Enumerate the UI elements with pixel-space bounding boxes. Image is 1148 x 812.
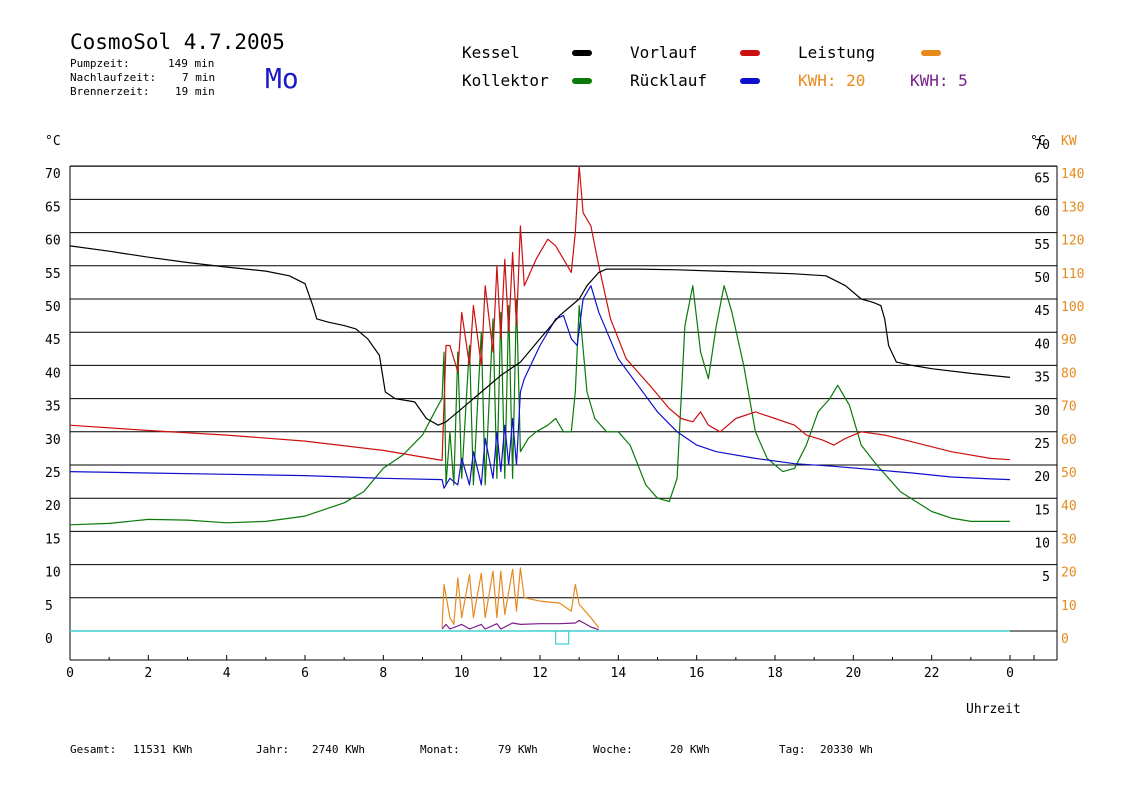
x-tick-label: 2: [144, 666, 152, 681]
y-tick-label-left: 55: [45, 267, 61, 282]
y-tick-label-left: 40: [45, 366, 61, 381]
footer-jahr-value: 2740 KWh: [312, 743, 365, 756]
legend-vorlauf-swatch: [740, 50, 760, 56]
x-tick-label: 20: [846, 666, 862, 681]
y-tick-label-right-kw: 40: [1061, 499, 1077, 514]
right-unit-c-label: °C: [1030, 134, 1046, 149]
y-tick-label-right-c: 15: [1034, 503, 1050, 518]
baseline-marker: [555, 630, 570, 645]
y-tick-label-right-c: 60: [1034, 205, 1050, 220]
y-tick-label-right-kw: 140: [1061, 167, 1084, 182]
y-tick-label-right-kw: 120: [1061, 234, 1084, 249]
y-tick-label-left: 70: [45, 167, 61, 182]
footer-tag-value: 20330 Wh: [820, 743, 873, 756]
stat-brennerzeit-label: Brennerzeit:: [70, 85, 150, 98]
legend-kollektor-label: Kollektor: [462, 71, 549, 90]
y-tick-label-right-c: 70: [1034, 138, 1050, 153]
y-tick-label-left: 35: [45, 400, 61, 415]
y-tick-label-right-c: 10: [1034, 537, 1050, 552]
y-tick-label-left: 5: [45, 599, 53, 614]
x-tick-label: 10: [454, 666, 470, 681]
legend-leistung-label: Leistung: [798, 43, 876, 62]
x-tick-label: 6: [301, 666, 309, 681]
y-tick-label-right-kw: 110: [1061, 267, 1084, 282]
x-tick-label: 0: [66, 666, 74, 681]
y-tick-label-right-kw: 90: [1061, 333, 1077, 348]
footer-tag-label: Tag:: [779, 743, 806, 756]
legend-ruecklauf-label: Rücklauf: [630, 71, 708, 90]
weekday-label: Mo: [265, 62, 299, 95]
x-tick-label: 18: [767, 666, 783, 681]
y-tick-label-right-kw: 0: [1061, 632, 1069, 647]
footer-woche-label: Woche:: [593, 743, 633, 756]
x-tick-label: 0: [1006, 666, 1014, 681]
y-tick-label-right-c: 20: [1034, 470, 1050, 485]
y-tick-label-left: 50: [45, 300, 61, 315]
legend-kwh-second: KWH: 5: [910, 71, 968, 90]
y-tick-label-right-c: 5: [1042, 570, 1050, 585]
y-tick-label-left: 45: [45, 333, 61, 348]
footer-gesamt-value: 11531 KWh: [133, 743, 193, 756]
stat-pumpzeit-label: Pumpzeit:: [70, 57, 130, 70]
x-tick-label: 16: [689, 666, 705, 681]
series-kessel: [69, 245, 1011, 426]
stat-brennerzeit-value: 19 min: [175, 85, 215, 98]
y-tick-label-left: 0: [45, 632, 53, 647]
right-unit-kw-label: KW: [1061, 134, 1077, 149]
y-tick-label-right-kw: 100: [1061, 300, 1084, 315]
footer-gesamt-label: Gesamt:: [70, 743, 117, 756]
y-tick-label-right-kw: 10: [1061, 599, 1077, 614]
y-tick-label-right-c: 50: [1034, 271, 1050, 286]
y-tick-label-left: 25: [45, 466, 61, 481]
y-tick-label-right-kw: 30: [1061, 532, 1077, 547]
x-axis-label: Uhrzeit: [966, 702, 1021, 717]
footer-monat-value: 79 KWh: [498, 743, 538, 756]
app-title: CosmoSol 4.7.2005: [70, 30, 285, 54]
series-kwh: [441, 619, 599, 631]
legend-leistung-swatch: [921, 50, 941, 56]
y-tick-label-left: 20: [45, 499, 61, 514]
y-tick-label-left: 10: [45, 566, 61, 581]
y-tick-label-right-c: 45: [1034, 304, 1050, 319]
y-tick-label-right-kw: 20: [1061, 566, 1077, 581]
y-tick-label-right-c: 30: [1034, 404, 1050, 419]
stat-nachlaufzeit-value: 7 min: [182, 71, 216, 84]
legend-ruecklauf-swatch: [740, 78, 760, 84]
y-tick-label-left: 60: [45, 234, 61, 249]
x-tick-label: 22: [924, 666, 940, 681]
y-tick-label-right-c: 55: [1034, 238, 1050, 253]
footer-woche-value: 20 KWh: [670, 743, 710, 756]
series-leistung: [441, 567, 600, 629]
y-tick-label-right-c: 40: [1034, 337, 1050, 352]
x-tick-label: 12: [532, 666, 548, 681]
y-tick-label-right-kw: 60: [1061, 433, 1077, 448]
y-tick-label-left: 30: [45, 433, 61, 448]
y-tick-label-right-c: 65: [1034, 171, 1050, 186]
stat-nachlaufzeit-label: Nachlaufzeit:: [70, 71, 157, 84]
y-tick-label-right-kw: 70: [1061, 400, 1077, 415]
legend-kollektor-swatch: [572, 78, 592, 84]
x-tick-label: 8: [379, 666, 387, 681]
x-tick-label: 14: [611, 666, 627, 681]
stat-pumpzeit-value: 149 min: [168, 57, 215, 70]
left-unit-label: °C: [45, 134, 61, 149]
y-tick-label-right-kw: 50: [1061, 466, 1077, 481]
y-tick-label-right-kw: 80: [1061, 366, 1077, 381]
y-tick-label-right-kw: 130: [1061, 200, 1084, 215]
y-tick-label-left: 65: [45, 200, 61, 215]
legend-kessel-label: Kessel: [462, 43, 520, 62]
y-tick-label-left: 15: [45, 532, 61, 547]
footer-jahr-label: Jahr:: [256, 743, 290, 756]
legend-kessel-swatch: [572, 50, 592, 56]
y-tick-label-right-c: 25: [1034, 437, 1050, 452]
y-tick-label-right-c: 35: [1034, 371, 1050, 386]
series-ruecklauf: [69, 285, 1011, 489]
legend-kwh-total: KWH: 20: [798, 71, 866, 90]
x-tick-label: 4: [223, 666, 231, 681]
footer-monat-label: Monat:: [420, 743, 460, 756]
series-kollektor: [69, 285, 1010, 526]
series-vorlauf: [69, 165, 1011, 461]
legend-vorlauf-label: Vorlauf: [630, 43, 698, 62]
